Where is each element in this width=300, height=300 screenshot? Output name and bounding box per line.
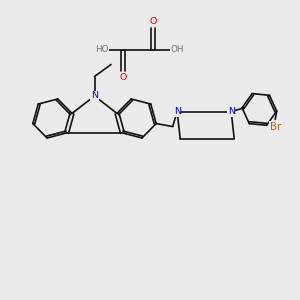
Text: OH: OH [170, 45, 184, 54]
Text: N: N [91, 92, 98, 100]
Text: HO: HO [95, 45, 108, 54]
Text: O: O [119, 73, 127, 82]
Text: N: N [228, 107, 235, 116]
Text: Br: Br [270, 122, 281, 132]
Text: O: O [149, 17, 157, 26]
Text: N: N [174, 107, 181, 116]
